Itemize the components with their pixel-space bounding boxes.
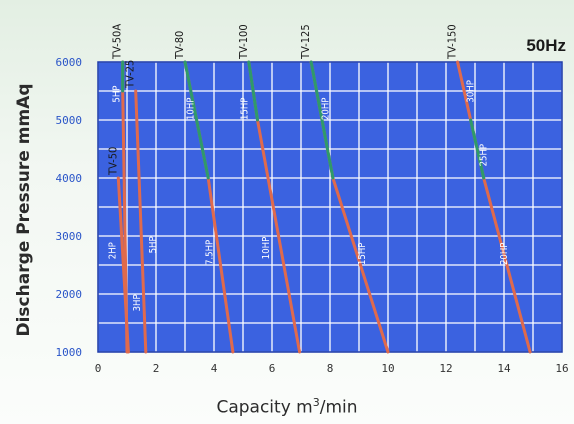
series-name-label: TV-25: [124, 60, 137, 89]
hp-label: 30HP: [466, 80, 477, 102]
series-name-label: TV-50: [106, 147, 119, 176]
y-tick-label: 6000: [56, 56, 83, 69]
y-axis-label: Discharge Pressure mmAq: [14, 83, 34, 337]
series-green-segment-TV-125: [309, 60, 335, 180]
series-name-label: TV-80: [173, 31, 186, 60]
hp-label: 15HP: [357, 243, 368, 265]
hp-label: 25HP: [479, 144, 490, 166]
y-tick-label: 3000: [56, 230, 83, 243]
x-tick-label: 2: [153, 362, 160, 375]
y-tick-label: 2000: [56, 288, 83, 301]
series-green-segment-TV-100: [247, 60, 259, 122]
series-green-segment-TV-150: [469, 118, 486, 180]
x-axis-label-unit: /min: [319, 397, 358, 418]
series-name-label: TV-125: [299, 24, 312, 60]
series-name-label: TV-150: [446, 24, 459, 60]
hp-label: 5HP: [112, 86, 123, 103]
hp-label: 15HP: [239, 98, 250, 120]
hp-label: 20HP: [499, 243, 510, 265]
x-axis-label-text: Capacity m: [216, 397, 313, 418]
hp-label: 10HP: [186, 98, 197, 120]
series-green-segment-TV-80: [183, 60, 210, 180]
series-line-TV-50: [116, 176, 130, 354]
series-name-label: TV-50A: [111, 24, 124, 60]
hp-label: 10HP: [261, 237, 272, 259]
x-axis-label-superscript: 3: [312, 396, 320, 409]
x-tick-label: 4: [211, 362, 218, 375]
hp-label: 3HP: [132, 294, 143, 311]
x-tick-label: 10: [381, 362, 394, 375]
x-axis-label: Capacity m3/min: [0, 396, 574, 418]
x-tick-label: 14: [497, 362, 511, 375]
x-tick-label: 12: [439, 362, 452, 375]
plot-border: [97, 61, 563, 353]
series-name-label: TV-100: [237, 24, 250, 60]
y-tick-label: 5000: [56, 114, 83, 127]
hp-label: 20HP: [321, 98, 332, 120]
hp-label: 5HP: [148, 236, 159, 253]
y-tick-label: 4000: [56, 172, 83, 185]
frequency-label: 50Hz: [526, 36, 566, 55]
hp-label: 7.5HP: [205, 240, 216, 265]
x-tick-label: 6: [269, 362, 276, 375]
hp-label: 2HP: [107, 242, 118, 259]
x-tick-label: 16: [555, 362, 568, 375]
series-line-TV-25: [134, 89, 148, 354]
y-tick-label: 1000: [56, 346, 83, 359]
x-tick-label: 8: [327, 362, 334, 375]
x-tick-label: 0: [95, 362, 102, 375]
